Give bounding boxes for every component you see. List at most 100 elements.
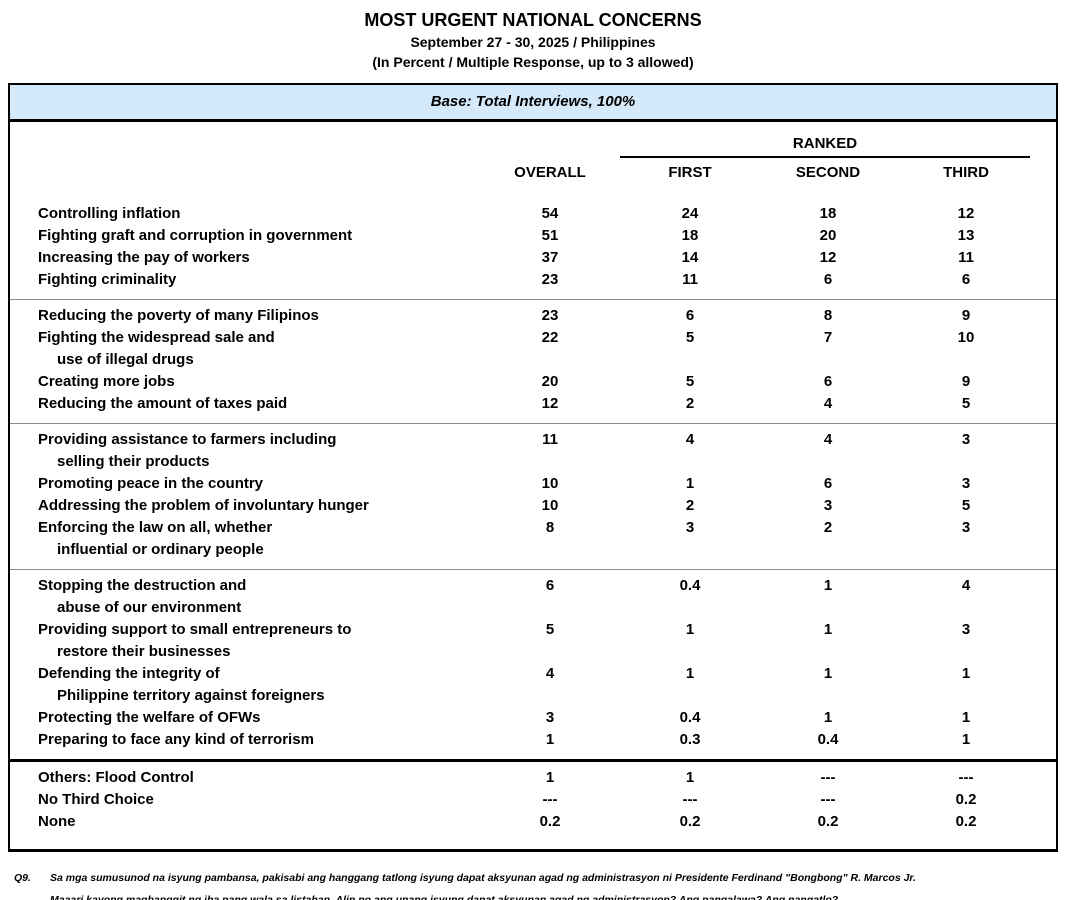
concern-label-line: Addressing the problem of involuntary hu… [38,497,369,514]
third-value: 5 [961,497,971,514]
concern-label-line: Reducing the amount of taxes paid [38,395,288,412]
first-value: 0.4 [679,709,701,726]
question-number: Q9. [14,872,31,884]
second-value: 2 [823,519,833,536]
table-body: RANKED OVERALL FIRST SECOND THIRD Contro… [10,122,1056,849]
question-text: Sa mga sumusunod na isyung pambansa, pak… [50,867,1056,900]
second-value: 0.4 [817,731,839,748]
third-value: 0.2 [955,813,977,830]
overall-value: 6 [545,577,555,594]
second-value: 7 [823,329,833,346]
ranked-header: RANKED [620,135,1030,158]
second-value: 4 [823,431,833,448]
first-value: 0.2 [679,813,701,830]
column-header-overall: OVERALL [514,164,586,181]
third-value: 11 [958,249,974,266]
second-value: 12 [819,249,837,266]
third-value: 3 [961,621,971,638]
overall-value: 11 [542,431,558,448]
concern-group: Stopping the destruction and abuse of our… [10,569,1056,759]
overall-value: 51 [541,227,559,244]
first-value: 0.3 [679,731,701,748]
column-header-third: THIRD [943,164,989,181]
overall-value: 8 [545,519,555,536]
second-value: 18 [819,205,837,222]
overall-value: 3 [545,709,555,726]
third-value: --- [958,769,974,786]
concern-label-line: Controlling inflation [38,205,181,222]
concern-label: Others: Flood Control [10,767,480,789]
first-value: 24 [681,205,699,222]
first-value: 11 [682,271,698,288]
concern-label-line: Others: Flood Control [38,769,194,786]
table-row: No Third Choice --- --- --- 0.2 [10,789,1056,811]
third-value: 12 [957,205,975,222]
overall-value: 54 [541,205,559,222]
first-value: 4 [685,431,695,448]
concern-label: Promoting peace in the country [10,473,480,495]
first-value: 0.4 [679,577,701,594]
overall-value: 5 [545,621,555,638]
concern-label: Fighting graft and corruption in governm… [10,225,480,247]
first-value: 1 [685,665,695,682]
concern-label: Controlling inflation [10,203,480,225]
third-value: 1 [961,731,971,748]
concern-label-line: Preparing to face any kind of terrorism [38,731,314,748]
concern-label-line: Providing assistance to farmers includin… [38,431,337,448]
concern-label: Providing support to small entrepreneurs… [10,619,480,663]
first-value: 5 [685,329,695,346]
first-value: 5 [685,373,695,390]
first-value: 1 [685,475,695,492]
concern-label-line: Fighting the widespread sale and [38,329,275,346]
table-row: Reducing the amount of taxes paid 12 2 4 5 [10,393,1056,415]
concern-label: Preparing to face any kind of terrorism [10,729,480,751]
table-row: Defending the integrity of Philippine ter… [10,663,1056,707]
concern-label-line: Creating more jobs [38,373,175,390]
second-value: 8 [823,307,833,324]
table-row: Creating more jobs 20 5 6 9 [10,371,1056,393]
page-subtitle-date: September 27 - 30, 2025 / Philippines [410,34,656,50]
third-value: 5 [961,395,971,412]
column-header-second: SECOND [795,164,861,181]
overall-value: 0.2 [539,813,561,830]
concern-label-line: Defending the integrity of [38,665,220,682]
second-value: 1 [823,665,833,682]
table-row: Fighting graft and corruption in governm… [10,225,1056,247]
concern-label-continuation: selling their products [57,453,210,470]
second-value: 0.2 [817,813,839,830]
second-value: 6 [823,373,833,390]
concern-label: No Third Choice [10,789,480,811]
concern-label: Creating more jobs [10,371,480,393]
overall-value: 22 [541,329,559,346]
overall-value: 1 [545,731,555,748]
table-row: Providing assistance to farmers includin… [10,429,1056,473]
page-subtitle-note: (In Percent / Multiple Response, up to 3… [372,54,694,70]
report-header: MOST URGENT NATIONAL CONCERNS September … [0,9,1066,72]
second-value: 4 [823,395,833,412]
concern-label: Reducing the amount of taxes paid [10,393,480,415]
question-line-1: Sa mga sumusunod na isyung pambansa, pak… [50,872,916,884]
question-line-2: Maaari kayong magbanggit ng iba pang wal… [50,894,839,900]
table-row: Fighting the widespread sale and use of i… [10,327,1056,371]
third-value: 13 [957,227,975,244]
table-rows: Controlling inflation 54 24 18 12 Fighting gr… [10,198,1056,841]
concern-group: Controlling inflation 54 24 18 12 Fighting gr… [10,198,1056,299]
concern-label-continuation: use of illegal drugs [57,351,194,368]
third-value: 3 [961,519,971,536]
concern-label: Providing assistance to farmers includin… [10,429,480,473]
table-row: Stopping the destruction and abuse of our… [10,575,1056,619]
first-value: 1 [685,769,695,786]
first-value: 2 [685,497,695,514]
concern-label-line: Fighting criminality [38,271,177,288]
second-value: --- [820,791,836,808]
concern-group: Providing assistance to farmers includin… [10,423,1056,569]
third-value: 10 [957,329,975,346]
concern-label-line: Enforcing the law on all, whether [38,519,273,536]
table-row: Preparing to face any kind of terrorism 1… [10,729,1056,751]
third-value: 3 [961,431,971,448]
second-value: 1 [823,577,833,594]
overall-value: 12 [541,395,559,412]
concern-group: Others: Flood Control 1 1 --- --- No Third Ch… [10,759,1056,841]
concern-label-line: Increasing the pay of workers [38,249,250,266]
table-row: Reducing the poverty of many Filipinos 23… [10,305,1056,327]
